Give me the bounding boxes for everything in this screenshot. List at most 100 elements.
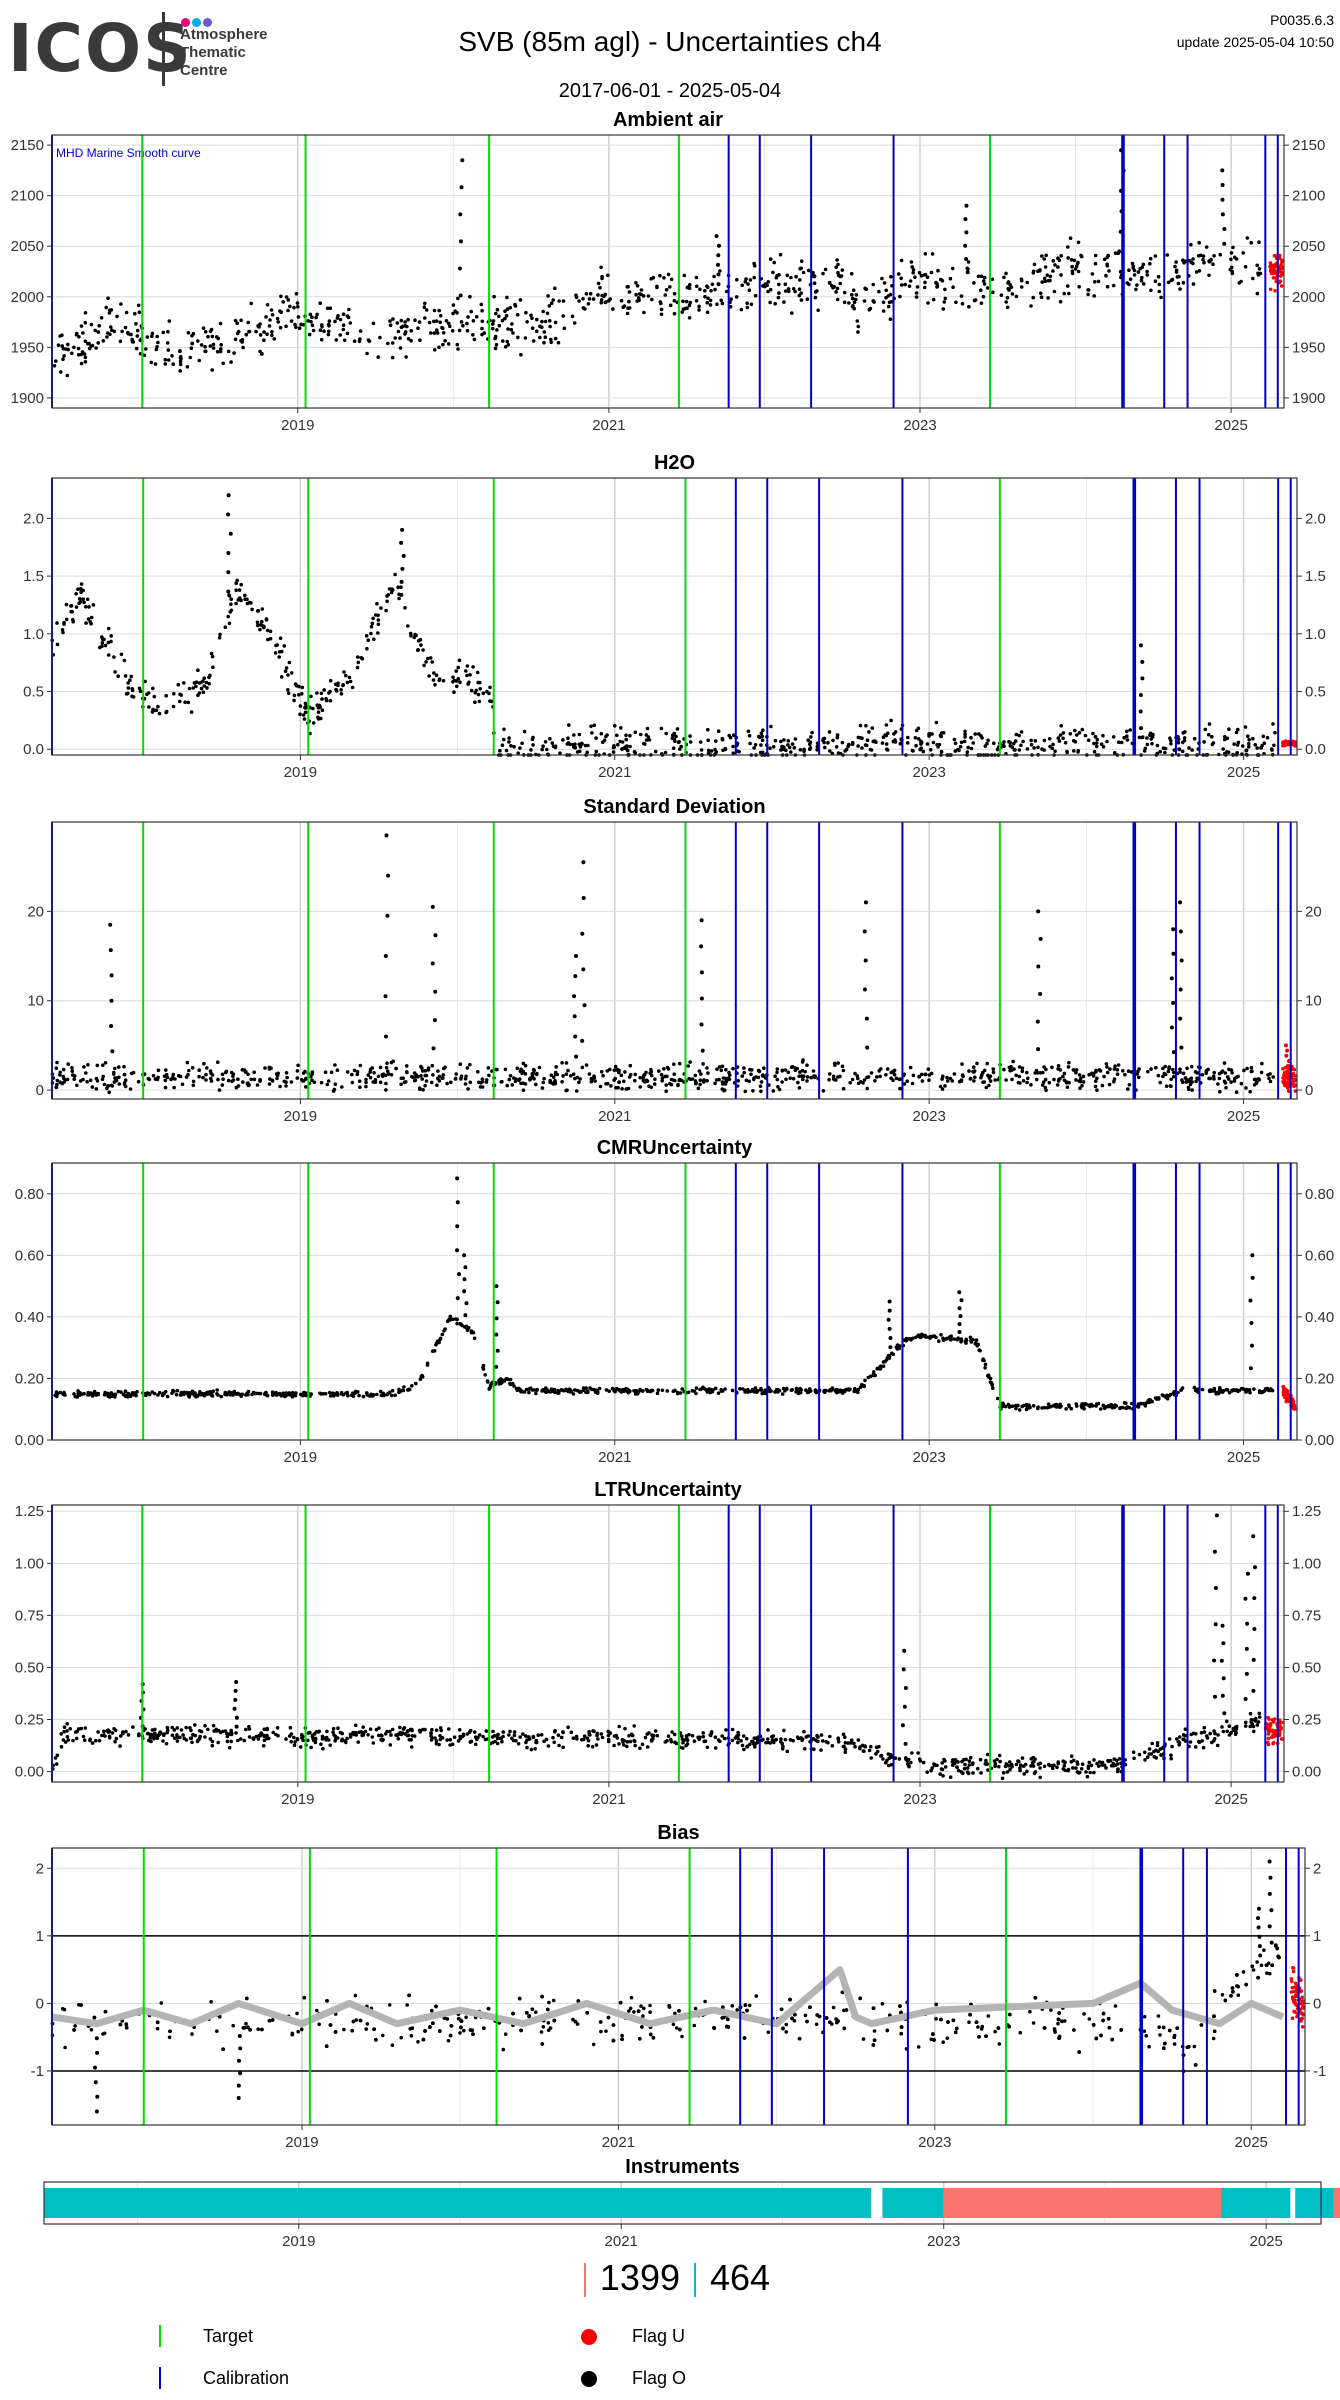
data-point	[199, 680, 203, 685]
data-point	[165, 341, 170, 345]
data-point	[234, 601, 238, 606]
data-point	[96, 341, 100, 345]
data-point	[1248, 1711, 1253, 1716]
data-point	[378, 335, 382, 340]
data-point	[929, 748, 933, 752]
data-point	[1044, 1067, 1048, 1072]
data-point	[282, 1079, 287, 1084]
data-point	[456, 347, 460, 351]
data-point	[884, 288, 888, 293]
data-point	[1108, 1067, 1112, 1071]
data-point	[83, 339, 88, 344]
data-point	[332, 1733, 336, 1737]
data-point	[759, 1080, 764, 1084]
data-point	[400, 527, 405, 532]
data-point	[391, 1059, 396, 1064]
data-point	[613, 724, 617, 728]
data-point	[659, 301, 663, 306]
data-point	[869, 748, 874, 752]
data-point	[1222, 735, 1227, 739]
data-point	[796, 1387, 801, 1392]
data-point	[54, 1085, 59, 1090]
data-point	[424, 1079, 429, 1083]
data-point	[594, 736, 598, 740]
data-point	[875, 1075, 879, 1079]
data-point	[807, 1387, 812, 1391]
data-point	[962, 1757, 966, 1762]
data-point	[1067, 291, 1071, 296]
data-point	[289, 671, 294, 675]
data-point	[505, 307, 510, 311]
data-point	[1147, 1398, 1151, 1402]
data-point	[600, 1735, 605, 1740]
data-point	[328, 689, 332, 694]
data-point	[97, 323, 101, 328]
data-point	[508, 1377, 513, 1382]
data-point	[1250, 1069, 1254, 1074]
data-point	[413, 1078, 418, 1082]
data-point	[1029, 738, 1033, 743]
data-point	[451, 675, 455, 680]
data-point	[1142, 1750, 1147, 1755]
data-point	[672, 1732, 677, 1737]
data-point	[512, 744, 516, 749]
data-point	[1095, 741, 1099, 745]
data-point	[628, 744, 632, 749]
data-point	[667, 1081, 672, 1086]
data-point	[609, 1084, 613, 1088]
data-point	[904, 1338, 908, 1342]
data-point	[1272, 263, 1277, 267]
data-point	[641, 1389, 645, 1393]
data-point	[1158, 749, 1162, 754]
data-point	[1201, 1745, 1206, 1750]
data-point	[705, 1078, 709, 1083]
data-point	[399, 592, 404, 597]
data-point	[724, 1728, 728, 1732]
data-point	[362, 1730, 366, 1735]
data-point	[583, 307, 587, 311]
data-point	[880, 276, 884, 281]
data-point	[840, 740, 845, 745]
data-point	[1042, 738, 1047, 743]
data-point	[295, 301, 300, 305]
data-point	[665, 1074, 669, 1079]
data-point	[1218, 1089, 1222, 1094]
data-point	[465, 321, 469, 326]
data-point	[834, 265, 838, 270]
data-point	[122, 1072, 127, 1077]
data-point	[877, 1365, 882, 1370]
data-point	[1266, 1073, 1270, 1077]
data-point	[882, 281, 887, 285]
data-point	[83, 311, 88, 315]
data-point	[1096, 1401, 1101, 1406]
data-point	[510, 1083, 515, 1087]
data-point	[1111, 735, 1116, 739]
data-point	[656, 1388, 661, 1392]
data-point	[95, 1063, 100, 1068]
data-point	[210, 1394, 215, 1398]
data-point	[578, 749, 582, 754]
data-point	[1106, 1759, 1111, 1764]
data-point	[344, 1391, 348, 1395]
y-tick-label: 2050	[1292, 238, 1325, 255]
data-point	[853, 1386, 857, 1391]
data-point	[1282, 1070, 1287, 1075]
data-point	[669, 277, 674, 282]
data-point	[473, 700, 477, 704]
data-point	[1255, 1080, 1259, 1085]
data-point	[440, 1332, 445, 1337]
data-point	[635, 1392, 640, 1396]
data-point	[448, 1743, 452, 1747]
data-point	[471, 333, 475, 337]
data-point	[1243, 264, 1248, 269]
data-point	[577, 742, 581, 747]
data-point	[976, 274, 981, 279]
data-point	[284, 295, 289, 299]
data-point	[488, 699, 492, 703]
data-point	[777, 282, 781, 287]
data-point	[121, 1392, 126, 1397]
data-point	[100, 637, 105, 642]
data-point	[204, 680, 209, 685]
data-point	[123, 674, 128, 678]
data-point	[246, 320, 250, 325]
